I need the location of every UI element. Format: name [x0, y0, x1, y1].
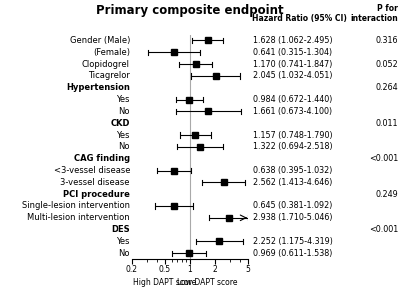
Text: 2.252 (1.175-4.319): 2.252 (1.175-4.319) [253, 237, 333, 246]
Text: 1.322 (0.694-2.518): 1.322 (0.694-2.518) [253, 142, 332, 151]
Text: CAG finding: CAG finding [74, 154, 130, 163]
Text: Gender (Male): Gender (Male) [70, 36, 130, 45]
Text: Clopidogrel: Clopidogrel [82, 60, 130, 69]
Text: 2.562 (1.413-4.646): 2.562 (1.413-4.646) [253, 178, 332, 187]
Text: PCI procedure: PCI procedure [63, 190, 130, 199]
Text: 0.264: 0.264 [375, 83, 398, 92]
Text: 0.638 (0.395-1.032): 0.638 (0.395-1.032) [253, 166, 332, 175]
Text: Multi-lesion intervention: Multi-lesion intervention [27, 213, 130, 222]
Text: <3-vessel disease: <3-vessel disease [54, 166, 130, 175]
Text: 0.645 (0.381-1.092): 0.645 (0.381-1.092) [253, 202, 332, 211]
Text: 0.969 (0.611-1.538): 0.969 (0.611-1.538) [253, 249, 332, 258]
Text: CKD: CKD [110, 119, 130, 128]
Text: 0.052: 0.052 [375, 60, 398, 69]
Text: <0.001: <0.001 [369, 225, 398, 234]
Text: Yes: Yes [116, 95, 130, 104]
Text: Hazard Ratio (95% CI): Hazard Ratio (95% CI) [252, 14, 347, 23]
Text: 0.641 (0.315-1.304): 0.641 (0.315-1.304) [253, 48, 332, 57]
Text: Single-lesion intervention: Single-lesion intervention [22, 202, 130, 211]
Text: (Female): (Female) [93, 48, 130, 57]
Text: 1.661 (0.673-4.100): 1.661 (0.673-4.100) [253, 107, 332, 116]
Text: Yes: Yes [116, 237, 130, 246]
Text: 0.984 (0.672-1.440): 0.984 (0.672-1.440) [253, 95, 332, 104]
Text: 0.011: 0.011 [376, 119, 398, 128]
Text: 2.045 (1.032-4.051): 2.045 (1.032-4.051) [253, 71, 332, 80]
Text: 3-vessel disease: 3-vessel disease [60, 178, 130, 187]
Text: <0.001: <0.001 [369, 154, 398, 163]
Text: Ticagrelor: Ticagrelor [88, 71, 130, 80]
Text: Yes: Yes [116, 130, 130, 140]
Text: No: No [118, 107, 130, 116]
Text: Hypertension: Hypertension [66, 83, 130, 92]
Text: No: No [118, 142, 130, 151]
Text: High DAPT score
better: High DAPT score better [133, 278, 196, 288]
Text: 0.316: 0.316 [376, 36, 398, 45]
Text: Low DAPT score
better: Low DAPT score better [177, 278, 238, 288]
Text: Primary composite endpoint: Primary composite endpoint [96, 4, 284, 17]
Text: 1.170 (0.741-1.847): 1.170 (0.741-1.847) [253, 60, 332, 69]
Text: No: No [118, 249, 130, 258]
Text: 1.628 (1.062-2.495): 1.628 (1.062-2.495) [253, 36, 332, 45]
Text: DES: DES [111, 225, 130, 234]
Text: 1.157 (0.748-1.790): 1.157 (0.748-1.790) [253, 130, 332, 140]
Text: 2.938 (1.710-5.046): 2.938 (1.710-5.046) [253, 213, 332, 222]
Text: 0.249: 0.249 [375, 190, 398, 199]
Text: P for
interaction: P for interaction [350, 4, 398, 23]
